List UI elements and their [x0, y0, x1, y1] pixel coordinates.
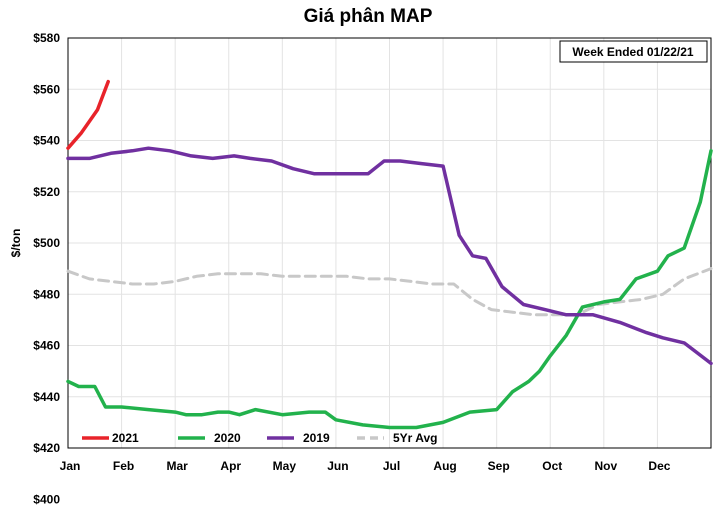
legend-label: 5Yr Avg: [393, 431, 437, 445]
y-tick-label: $580: [33, 31, 60, 45]
annotation-frame: [559, 40, 708, 63]
series-line-2020: [66, 149, 713, 430]
legend-label: 2019: [303, 431, 330, 445]
y-tick-label: $440: [33, 390, 60, 404]
x-tick-label: Feb: [113, 459, 134, 473]
y-tick-label: $520: [33, 185, 60, 199]
y-axis-label: $/ton: [9, 229, 23, 258]
grid-layer: [68, 38, 711, 448]
series-line-2019: [66, 146, 713, 366]
x-tick-label: Jan: [60, 459, 81, 473]
x-tick-label: Apr: [220, 459, 241, 473]
x-tick-label: Sep: [488, 459, 510, 473]
x-tick-label: Mar: [166, 459, 188, 473]
y-tick-label: $540: [33, 134, 60, 148]
legend-label: 2021: [112, 431, 139, 445]
y-tick-label: $420: [33, 441, 60, 455]
chart-title: Giá phân MAP: [304, 6, 433, 27]
x-tick-label: Aug: [433, 459, 456, 473]
series-layer: [66, 79, 713, 430]
y-tick-label: $500: [33, 236, 60, 250]
x-tick-label: Dec: [648, 459, 670, 473]
annotation-text: Week Ended 01/22/21: [572, 45, 694, 59]
y-tick-label: $480: [33, 287, 60, 301]
x-tick-label: Oct: [542, 459, 562, 473]
annotation-box: Week Ended 01/22/21: [559, 40, 708, 63]
legend: 2021 2020 2019 5Yr Avg: [82, 431, 437, 445]
x-axis-tick-labels: Jan Feb Mar Apr May Jun Jul Aug Sep Oct Nov Dec: [60, 459, 671, 473]
y-tick-label: $560: [33, 82, 60, 96]
series-line-2021: [66, 79, 110, 150]
y-tick-label: $460: [33, 339, 60, 353]
x-tick-label: Nov: [594, 459, 617, 473]
plot-frame: [67, 37, 712, 449]
y-tick-label: $400: [33, 492, 60, 506]
y-axis-tick-labels: $580 $560 $540 $520 $500 $480 $460 $440 $420 $400: [33, 31, 60, 506]
x-tick-label: Jul: [383, 459, 400, 473]
x-tick-label: May: [273, 459, 297, 473]
x-tick-label: Jun: [327, 459, 348, 473]
legend-label: 2020: [214, 431, 241, 445]
